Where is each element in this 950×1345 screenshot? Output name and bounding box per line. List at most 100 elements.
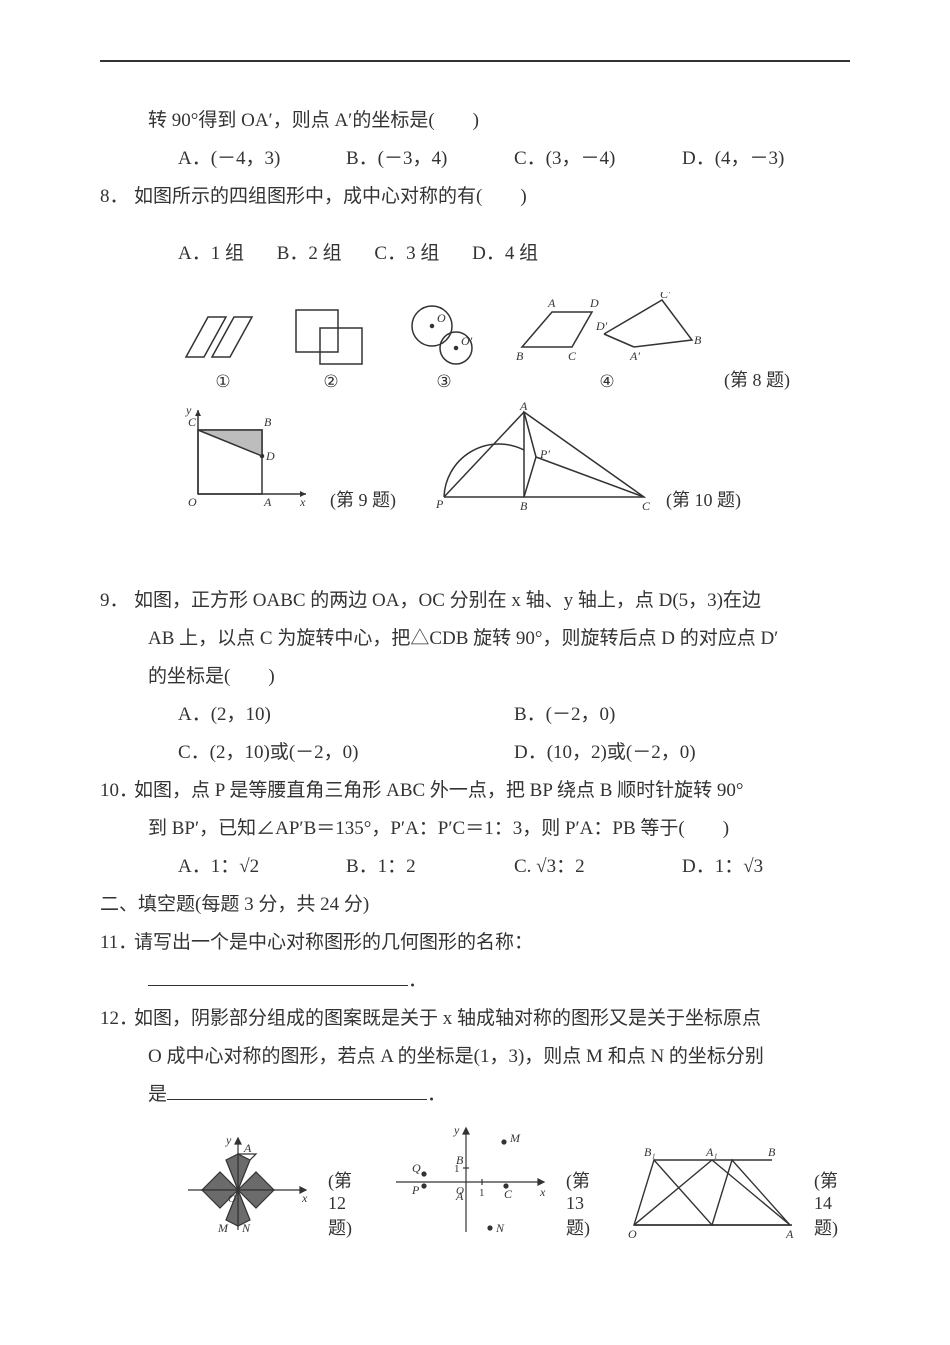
text: 的坐标是( ) — [148, 666, 275, 687]
panel-label: ② — [286, 372, 376, 392]
text: 如图所示的四组图形中，成中心对称的有( ) — [134, 186, 527, 207]
suffix: ． — [408, 970, 427, 991]
q11-blank: ． — [100, 962, 850, 1000]
q14-fig-label: (第 14 题) — [814, 1167, 850, 1240]
q8-panel-2: ② — [286, 302, 376, 392]
fill-blank[interactable] — [148, 966, 408, 986]
panel-label: ③ — [394, 372, 494, 392]
choice-C: C. √3：2 — [514, 848, 682, 886]
choice-A: A．1 组 — [178, 243, 244, 264]
q13-figure: 1 1 M N Q P B A O C x y — [386, 1120, 556, 1240]
q12-line2: O 成中心对称的图形，若点 A 的坐标是(1，3)，则点 M 和点 N 的坐标分… — [100, 1038, 850, 1076]
svg-text:O: O — [437, 311, 446, 325]
svg-text:Q: Q — [412, 1161, 421, 1175]
svg-text:C: C — [568, 349, 577, 363]
choice-C: C．(3，－4) — [514, 140, 682, 178]
text: O 成中心对称的图形，若点 A 的坐标是(1，3)，则点 M 和点 N 的坐标分… — [148, 1046, 764, 1067]
q8-figure-row: ① ② O O′ ③ — [100, 292, 850, 392]
svg-text:D′: D′ — [595, 319, 608, 333]
choice-D: D．(10，2)或(－2，0) — [514, 734, 850, 772]
svg-text:N: N — [495, 1221, 505, 1235]
choice-D: D．4 组 — [472, 243, 538, 264]
q8-stem: 8．如图所示的四组图形中，成中心对称的有( ) — [100, 178, 850, 216]
svg-text:x: x — [301, 1191, 308, 1205]
svg-text:A: A — [547, 296, 556, 310]
svg-text:y: y — [225, 1133, 232, 1147]
svg-text:1: 1 — [479, 1187, 485, 1199]
svg-text:C: C — [504, 1187, 513, 1201]
choice-C: C．3 组 — [374, 243, 439, 264]
svg-text:O: O — [228, 1193, 236, 1205]
q10-choices: A．1：√2 B．1：2 C. √3：2 D．1：√3 — [100, 848, 850, 886]
q13-fig-label: (第 13 题) — [566, 1167, 602, 1240]
svg-text:A: A — [519, 402, 528, 413]
qnum: 8． — [100, 178, 134, 216]
svg-text:P′: P′ — [539, 447, 550, 461]
svg-text:B: B — [456, 1153, 464, 1167]
panel-label: ① — [178, 372, 268, 392]
svg-text:B: B — [264, 415, 272, 429]
svg-text:y: y — [453, 1123, 460, 1137]
choice-A: A．(－4，3) — [178, 140, 346, 178]
q8-panel-3: O O′ ③ — [394, 302, 494, 392]
q7-stem: 转 90°得到 OA′，则点 A′的坐标是( ) — [100, 102, 850, 140]
choice-C: C．(2，10)或(－2，0) — [178, 734, 514, 772]
q8-panel-1: ① — [178, 302, 268, 392]
q8-panel-4: A D B C C′ D′ B′ A′ ④ — [512, 292, 702, 392]
svg-text:O: O — [188, 495, 197, 509]
fill-blank[interactable] — [167, 1080, 427, 1100]
svg-text:A₁: A₁ — [705, 1145, 718, 1159]
q12-line3: 是． — [100, 1076, 850, 1114]
q12-14-figure-row: A M N O x y (第 12 题) — [100, 1120, 850, 1240]
svg-text:A: A — [785, 1227, 794, 1240]
svg-text:B: B — [520, 499, 528, 512]
choice-A: A．1：√2 — [178, 848, 346, 886]
q7-choices: A．(－4，3) B．(－3，4) C．(3，－4) D．(4，－3) — [100, 140, 850, 178]
choice-B: B．(－3，4) — [346, 140, 514, 178]
svg-text:x: x — [539, 1185, 546, 1199]
qnum: 11． — [100, 924, 134, 962]
text: AB 上，以点 C 为旋转中心，把△CDB 旋转 90°，则旋转后点 D 的对应… — [148, 628, 778, 649]
prefix: 是 — [148, 1084, 167, 1105]
panel-label: ④ — [512, 372, 702, 392]
svg-text:A′: A′ — [629, 349, 640, 363]
q9-line3: 的坐标是( ) — [100, 658, 850, 696]
svg-text:y: y — [185, 403, 192, 417]
svg-text:D: D — [265, 449, 275, 463]
section2-heading: 二、填空题(每题 3 分，共 24 分) — [100, 886, 850, 924]
q10-figure: A P′ P B C — [424, 402, 654, 512]
spacer — [100, 522, 850, 582]
q9-line1: 9．如图，正方形 OABC 的两边 OA，OC 分别在 x 轴、y 轴上，点 D… — [100, 582, 850, 620]
q8-choices: A．1 组 B．2 组 C．3 组 D．4 组 — [100, 235, 850, 273]
svg-text:C: C — [188, 415, 197, 429]
svg-text:D: D — [589, 296, 599, 310]
top-rule — [100, 60, 850, 62]
text: 到 BP′，已知∠AP′B＝135°，P′A：P′C＝1：3，则 P′A：PB … — [148, 818, 729, 839]
text: 如图，正方形 OABC 的两边 OA，OC 分别在 x 轴、y 轴上，点 D(5… — [134, 590, 761, 611]
svg-text:O: O — [456, 1185, 464, 1197]
document-page: 转 90°得到 OA′，则点 A′的坐标是( ) A．(－4，3) B．(－3，… — [0, 0, 950, 1345]
suffix: ． — [427, 1084, 446, 1105]
q10-line2: 到 BP′，已知∠AP′B＝135°，P′A：P′C＝1：3，则 P′A：PB … — [100, 810, 850, 848]
svg-text:P: P — [435, 497, 444, 511]
q10-line1: 10．如图，点 P 是等腰直角三角形 ABC 外一点，把 BP 绕点 B 顺时针… — [100, 772, 850, 810]
svg-text:C: C — [642, 499, 651, 512]
q8-fig-label: (第 8 题) — [724, 366, 790, 392]
q9-figure: C B D O A x y — [178, 402, 318, 512]
choice-B: B．1：2 — [346, 848, 514, 886]
choice-B: B．2 组 — [277, 243, 342, 264]
choice-B: B．(－2，0) — [514, 696, 850, 734]
qnum: 9． — [100, 582, 134, 620]
q10-fig-label: (第 10 题) — [666, 486, 741, 512]
q9-line2: AB 上，以点 C 为旋转中心，把△CDB 旋转 90°，则旋转后点 D 的对应… — [100, 620, 850, 658]
text: 请写出一个是中心对称图形的几何图形的名称： — [134, 932, 533, 953]
qnum: 12． — [100, 1000, 134, 1038]
q9-choices-row2: C．(2，10)或(－2，0) D．(10，2)或(－2，0) — [100, 734, 850, 772]
q12-figure: A M N O x y — [178, 1130, 318, 1240]
svg-text:M: M — [217, 1221, 229, 1235]
q14-figure: B₁ A₁ B O A — [624, 1140, 804, 1240]
svg-text:P: P — [411, 1183, 420, 1197]
svg-text:B₁: B₁ — [644, 1145, 656, 1159]
text: 如图，点 P 是等腰直角三角形 ABC 外一点，把 BP 绕点 B 顺时针旋转 … — [134, 780, 744, 801]
svg-text:A: A — [263, 495, 272, 509]
